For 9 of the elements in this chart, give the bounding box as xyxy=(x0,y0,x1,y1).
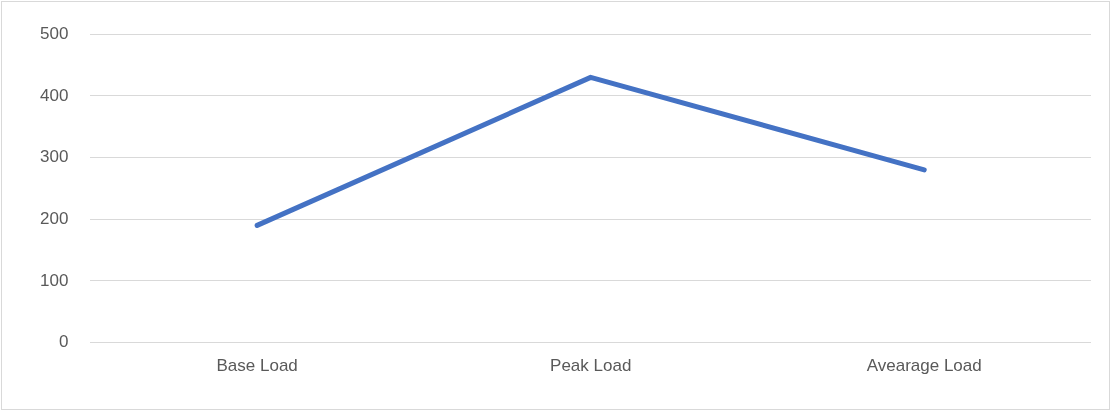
x-tick-label: Base Load xyxy=(216,356,298,376)
y-tick-label: 0 xyxy=(58,332,69,352)
y-tick-label: 300 xyxy=(39,147,69,167)
y-tick-label: 100 xyxy=(39,270,69,290)
y-tick-label: 400 xyxy=(39,85,69,105)
x-tick-label: Peak Load xyxy=(550,356,632,376)
y-tick-label: 500 xyxy=(39,23,69,43)
y-tick-label: 200 xyxy=(39,208,69,228)
x-tick-label: Avearage Load xyxy=(866,356,982,376)
